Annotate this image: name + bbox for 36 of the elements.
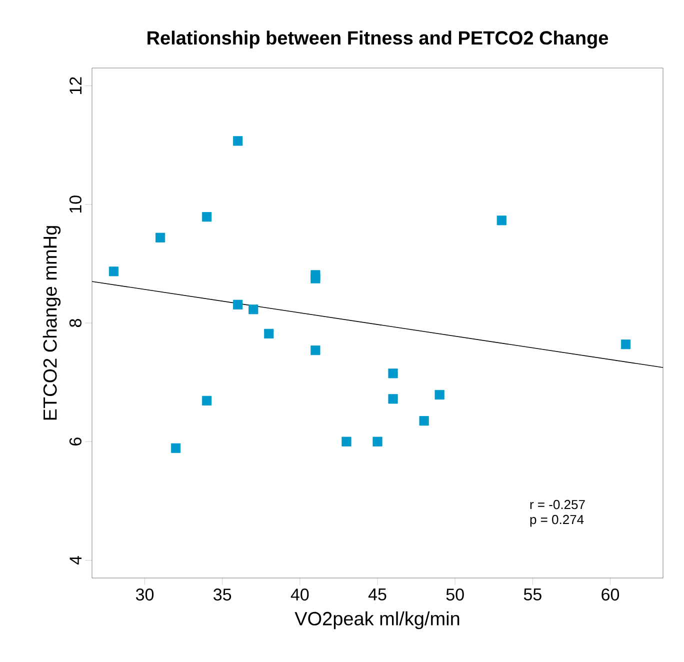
point: [202, 212, 212, 222]
point: [233, 136, 243, 146]
point: [264, 328, 274, 338]
y-tick-label: 8: [69, 319, 82, 327]
point: [388, 368, 398, 378]
annotation: p = 0.274: [530, 514, 584, 527]
point: [310, 270, 320, 280]
point: [419, 416, 429, 426]
point: [496, 216, 506, 226]
x-tick-label: 55: [524, 588, 542, 600]
y-tick-label: 4: [70, 556, 82, 565]
y-axis-title: ETCO2 Change mmHg: [42, 226, 61, 420]
y-tick-label: 12: [70, 77, 82, 94]
x-tick-label: 40: [290, 588, 309, 601]
annotation: r = -0.257: [530, 500, 585, 510]
point: [388, 394, 398, 404]
point: [372, 436, 382, 446]
point: [170, 443, 181, 453]
x-tick-label: 45: [368, 588, 386, 600]
point: [342, 436, 352, 446]
y-tick-label: 10: [69, 196, 82, 213]
x-tick-label: 50: [446, 588, 464, 601]
point: [155, 232, 166, 242]
y-tick-label: 6: [69, 438, 82, 446]
point: [233, 300, 243, 310]
point: [108, 266, 119, 276]
x-axis-title: VO2peak ml/kg/min: [294, 611, 460, 630]
point: [434, 390, 444, 400]
point: [620, 340, 631, 350]
x-tick-label: 30: [136, 588, 154, 601]
point: [310, 345, 320, 356]
chart-title: Relationship between Fitness and PETCO2 Change: [148, 30, 608, 48]
x-tick-label: 60: [602, 588, 620, 601]
x-tick-label: 35: [214, 588, 232, 601]
point: [202, 396, 212, 406]
point: [248, 304, 258, 314]
